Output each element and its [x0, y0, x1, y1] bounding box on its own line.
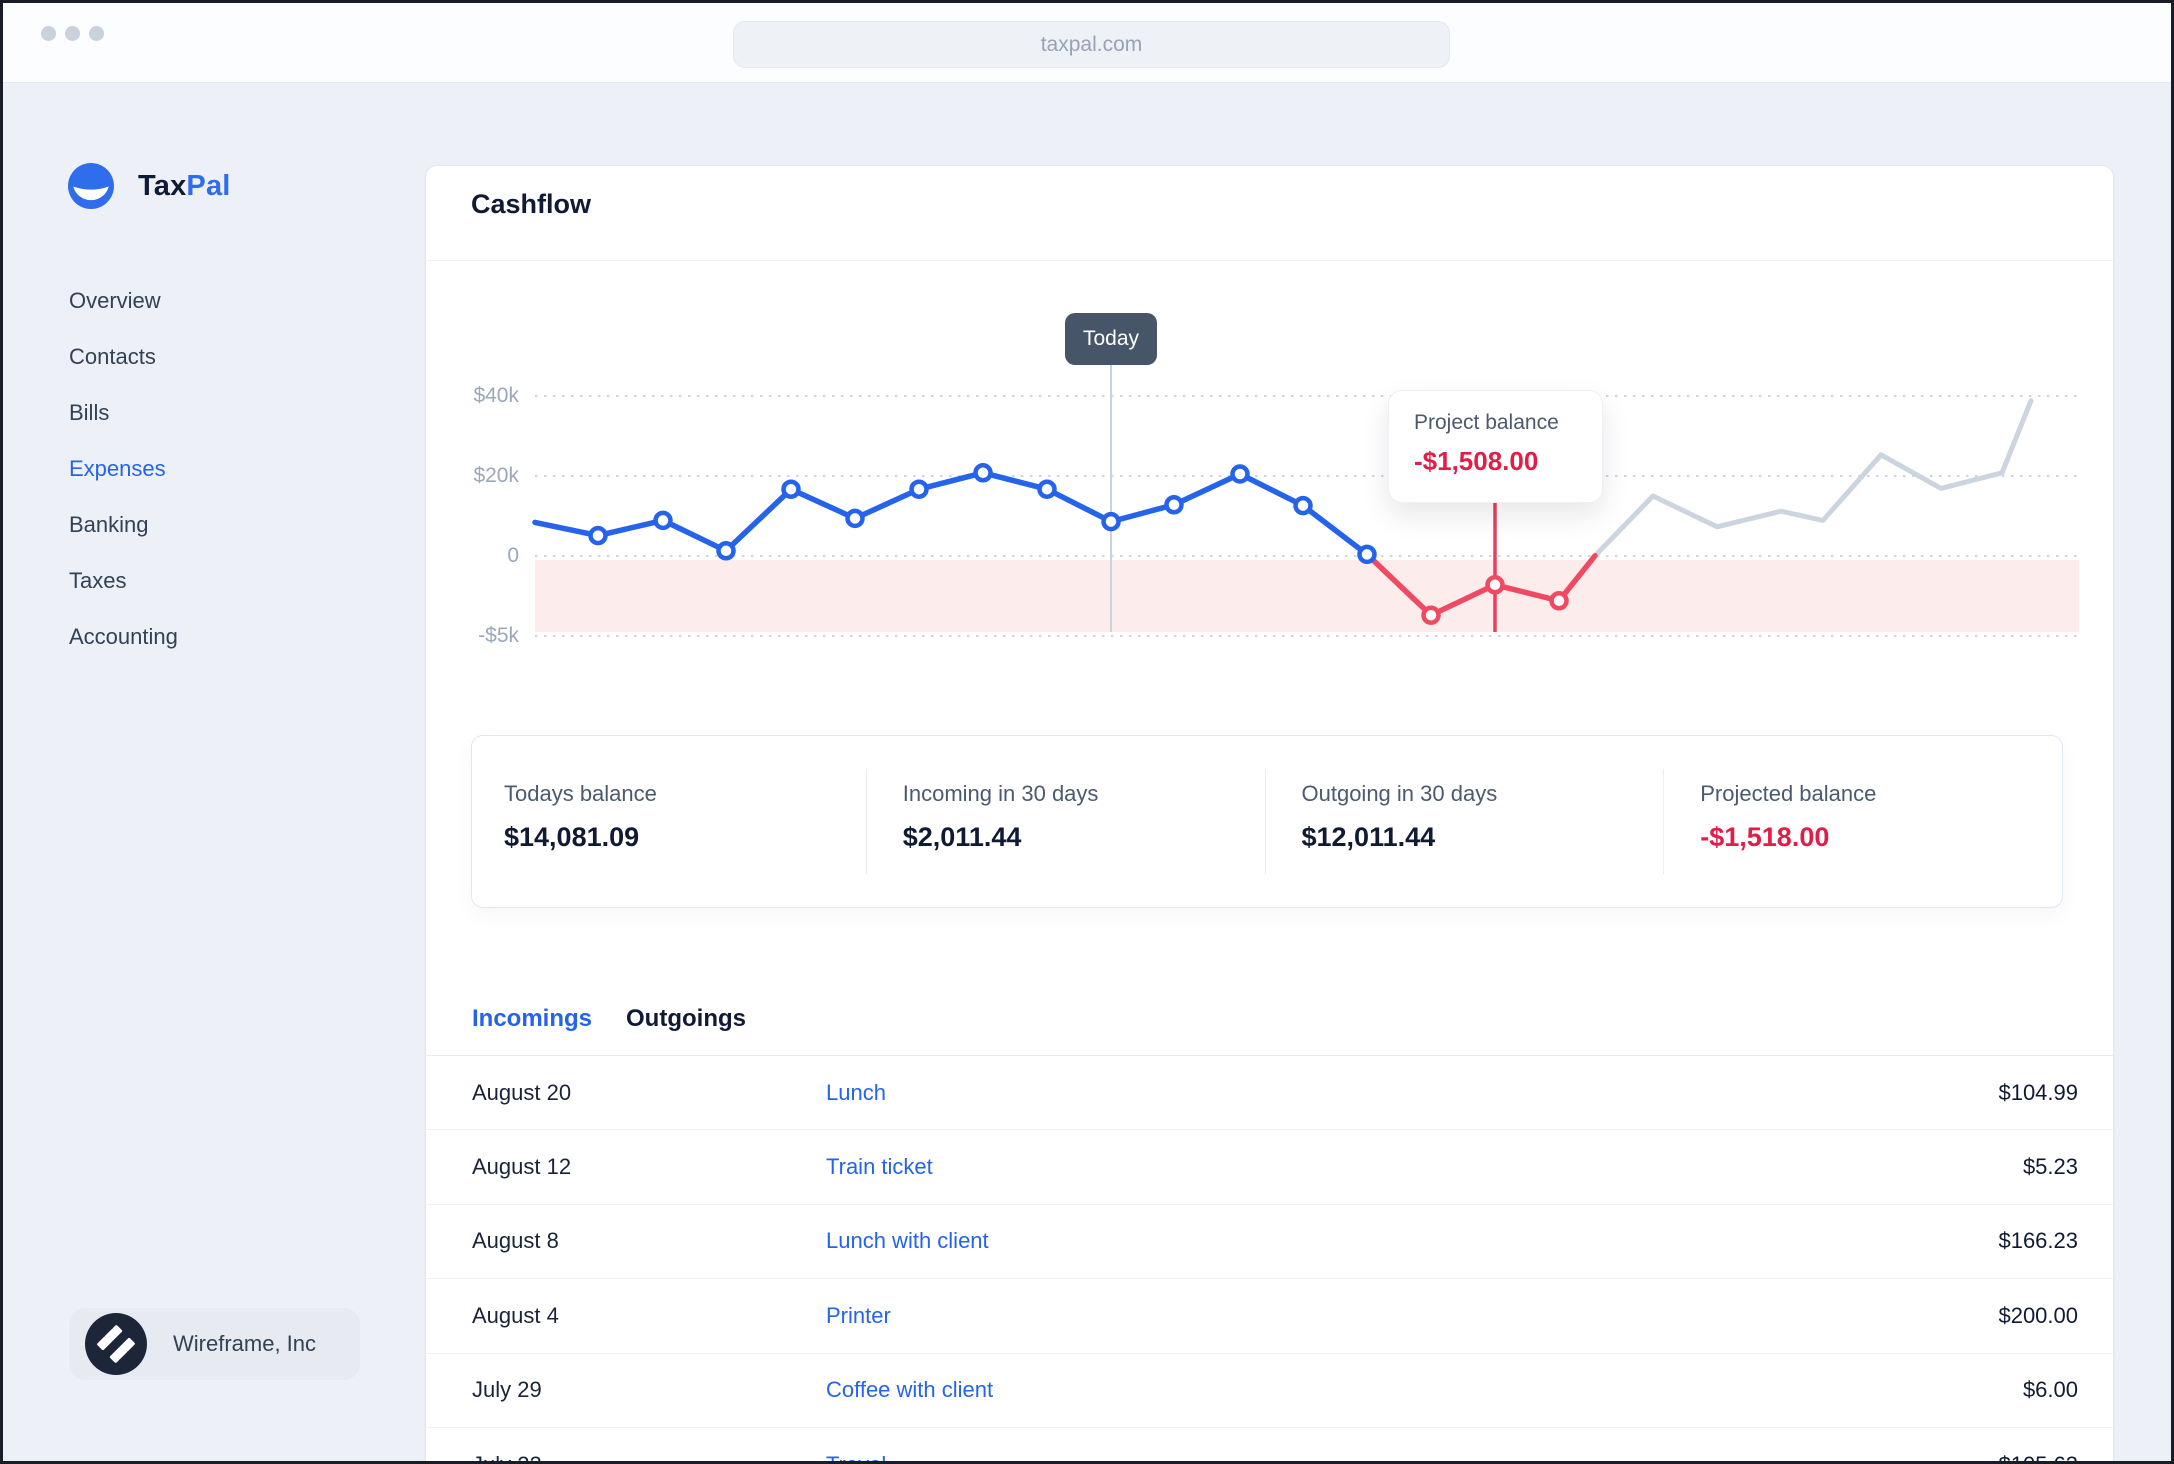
transaction-link[interactable]: Train ticket	[826, 1154, 933, 1180]
taxpal-logo[interactable]: TaxPal	[68, 163, 231, 209]
sidebar-item-accounting[interactable]: Accounting	[69, 624, 178, 649]
sidebar-nav: Overview Contacts Bills Expenses Banking Taxe…	[69, 273, 178, 665]
table-row: August 20 Lunch $104.99	[426, 1056, 2113, 1131]
transaction-date: August 20	[472, 1079, 572, 1105]
transaction-link[interactable]: Travel	[826, 1452, 1998, 1461]
transactions-table: August 20 Lunch $104.99 August 12 Train tick…	[426, 1055, 2113, 1461]
brand-name: TaxPal	[138, 169, 231, 202]
sidebar-item-bills[interactable]: Bills	[69, 400, 110, 425]
window-controls	[41, 26, 104, 41]
summary-card: Projected balance -$1,518.00	[1663, 736, 2062, 907]
sidebar-item-overview[interactable]: Overview	[69, 288, 161, 313]
y-axis-label: 0	[507, 544, 519, 567]
transactions-tabs: Incomings Outgoings	[472, 1005, 746, 1033]
summary-card: Todays balance $14,081.09	[472, 736, 866, 907]
table-row: August 12 Train ticket $5.23	[426, 1130, 2113, 1205]
summary-card-label: Projected balance	[1700, 781, 1877, 806]
tooltip-title: Project balance	[1414, 411, 1559, 434]
projected-balance-tooltip: Project balance -$1,508.00	[1388, 390, 1603, 503]
summary-card-value: -$1,518.00	[1700, 822, 1830, 852]
summary-card-value: $14,081.09	[504, 822, 640, 852]
transaction-amount: $200.00	[1998, 1302, 2078, 1328]
browser-chrome: taxpal.com	[3, 3, 2171, 83]
card-header-divider	[426, 260, 2113, 261]
wireframe-logo-icon	[85, 1313, 147, 1375]
summary-card-label: Outgoing in 30 days	[1301, 781, 1498, 806]
organization-switcher[interactable]: Wireframe, Inc	[69, 1308, 360, 1380]
table-row: July 22Travel$105.63	[426, 1428, 2113, 1461]
transaction-link[interactable]: Lunch	[826, 1079, 886, 1105]
sidebar-item-contacts[interactable]: Contacts	[69, 344, 156, 369]
transaction-amount: $105.63	[1998, 1452, 2078, 1461]
transaction-link[interactable]: Printer	[826, 1302, 891, 1328]
summary-card: Incoming in 30 days $2,011.44	[865, 736, 1265, 907]
y-axis-label: -$5k	[478, 624, 519, 647]
transaction-amount: $104.99	[1998, 1079, 2078, 1105]
taxpal-logo-icon	[68, 163, 114, 209]
transaction-date: July 22	[472, 1452, 826, 1461]
y-axis-label: $20k	[473, 464, 519, 487]
summary-card-value: $2,011.44	[902, 822, 1022, 852]
transaction-date: August 12	[472, 1154, 572, 1180]
y-axis-label: $40k	[473, 384, 519, 407]
transaction-link[interactable]: Lunch with client	[826, 1228, 989, 1254]
sidebar-item-banking[interactable]: Banking	[69, 512, 149, 537]
table-row: July 29 Coffee with client $6.00	[426, 1354, 2113, 1428]
summary-card: Outgoing in 30 days $12,011.44	[1264, 736, 1664, 907]
window-dot-icon[interactable]	[89, 26, 104, 41]
table-row: August 8 Lunch with client $166.23	[426, 1205, 2113, 1280]
tab-incomings[interactable]: Incomings	[472, 1005, 593, 1032]
window-dot-icon[interactable]	[41, 26, 56, 41]
tooltip-value: -$1,508.00	[1414, 446, 1539, 476]
sidebar-item-expenses[interactable]: Expenses	[69, 456, 166, 481]
transaction-amount: $166.23	[1998, 1228, 2078, 1254]
summary-card-value: $12,011.44	[1301, 822, 1436, 852]
address-bar[interactable]: taxpal.com	[733, 21, 1450, 68]
table-row: August 4 Printer $200.00	[426, 1279, 2113, 1354]
transaction-amount: $6.00	[2022, 1377, 2078, 1403]
balance-summary-panel: Todays balance $14,081.09 Incoming in 30 d…	[471, 735, 2063, 908]
summary-card-label: Todays balance	[504, 781, 657, 806]
window-dot-icon[interactable]	[65, 26, 80, 41]
transaction-date: August 4	[472, 1302, 559, 1328]
tab-outgoings[interactable]: Outgoings	[626, 1005, 746, 1032]
transaction-date: July 29	[472, 1377, 542, 1403]
card-title: Cashflow	[471, 189, 592, 219]
summary-card-label: Incoming in 30 days	[902, 781, 1099, 806]
organization-name: Wireframe, Inc	[173, 1331, 317, 1356]
today-marker-badge: Today	[1065, 313, 1157, 365]
transaction-link[interactable]: Coffee with client	[826, 1377, 994, 1403]
transaction-date: August 8	[472, 1228, 559, 1254]
sidebar-item-taxes[interactable]: Taxes	[69, 568, 127, 593]
transaction-amount: $5.23	[2022, 1154, 2078, 1180]
